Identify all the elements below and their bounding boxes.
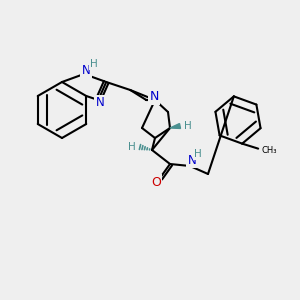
Text: H: H [90, 59, 98, 69]
Polygon shape [170, 124, 181, 128]
Text: O: O [151, 176, 161, 188]
Text: H: H [128, 142, 136, 152]
Text: N: N [188, 154, 196, 166]
Text: N: N [96, 97, 105, 110]
Text: N: N [149, 91, 159, 103]
Text: H: H [194, 149, 202, 159]
Text: H: H [184, 121, 192, 131]
Text: CH₃: CH₃ [261, 146, 277, 155]
Text: N: N [82, 64, 90, 77]
